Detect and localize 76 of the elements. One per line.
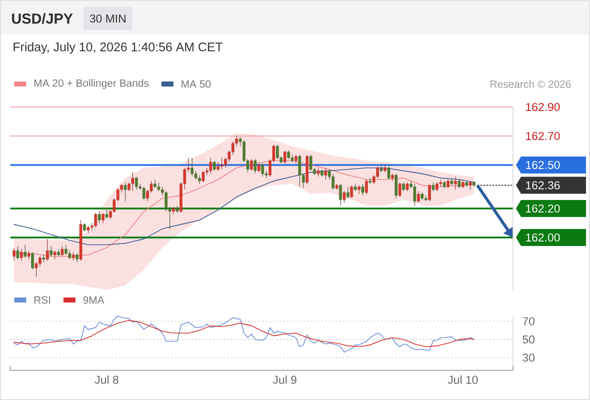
- candlestick: [31, 252, 34, 270]
- candlestick: [16, 246, 20, 260]
- candlestick: [417, 190, 420, 203]
- candlestick: [342, 190, 346, 203]
- candlestick: [391, 173, 394, 182]
- candlestick: [190, 157, 194, 177]
- candlestick: [428, 184, 431, 202]
- legend-label: MA 20 + Bollinger Bands: [34, 79, 149, 89]
- candlestick: [46, 238, 49, 261]
- candlestick: [387, 166, 390, 180]
- candlestick: [346, 186, 350, 199]
- candlestick: [60, 246, 64, 257]
- candlestick: [394, 173, 398, 199]
- x-tick-label: Jul 8: [94, 375, 118, 384]
- y-tick-label: 162.90: [526, 102, 560, 112]
- text: Research © 2026: [490, 80, 571, 88]
- candlestick: [131, 172, 134, 192]
- candlestick: [57, 248, 60, 257]
- candlestick: [38, 256, 42, 267]
- y-tick-label: 70: [522, 317, 534, 326]
- candlestick: [212, 160, 216, 172]
- candlestick: [384, 164, 386, 172]
- candlestick: [220, 157, 224, 170]
- candlestick: [365, 179, 368, 194]
- candlestick: [413, 184, 416, 206]
- candlestick: [124, 182, 127, 202]
- candlestick: [24, 244, 27, 258]
- candlestick: [298, 154, 302, 187]
- candlestick: [232, 142, 234, 156]
- candlestick: [309, 154, 312, 172]
- candlestick: [332, 173, 334, 190]
- candlestick: [324, 168, 328, 180]
- candlestick: [254, 158, 257, 174]
- candlestick: [98, 211, 101, 224]
- y-tick-label: 162.00: [526, 233, 560, 242]
- candlestick: [250, 158, 253, 172]
- candlestick: [20, 248, 23, 261]
- y-tick-label: 162.36: [526, 181, 560, 190]
- text: Friday, July 10, 2026 1:40:56 AM CET: [14, 42, 223, 54]
- y-tick-label: 30: [522, 354, 534, 362]
- candlestick: [172, 206, 175, 215]
- legend-label: RSI: [34, 296, 50, 304]
- line-series: [14, 320, 474, 348]
- candlestick: [339, 184, 342, 206]
- candlestick: [12, 247, 16, 261]
- candlestick: [50, 246, 52, 257]
- legend-label: 9MA: [83, 296, 104, 304]
- candlestick: [361, 184, 364, 196]
- candlestick: [398, 182, 402, 198]
- candlestick: [94, 212, 98, 228]
- candlestick: [209, 157, 212, 174]
- candlestick: [142, 186, 146, 200]
- y-tick-label: 50: [522, 335, 534, 344]
- candlestick: [64, 244, 68, 256]
- candlestick: [135, 176, 138, 190]
- candlestick: [276, 144, 279, 160]
- x-tick-label: Jul 9: [272, 375, 296, 384]
- chart-title: USD/JPY: [12, 13, 73, 24]
- candlestick: [358, 185, 360, 194]
- candlestick: [102, 212, 104, 224]
- chart-subtitle: 30 MIN: [90, 14, 126, 23]
- y-tick-label: 162.20: [526, 204, 560, 213]
- candlestick: [202, 170, 205, 183]
- candlestick: [350, 185, 354, 199]
- candlestick: [154, 179, 156, 188]
- candlestick: [198, 174, 201, 184]
- candlestick: [261, 163, 264, 177]
- candlestick: [283, 150, 286, 164]
- candlestick: [164, 190, 168, 212]
- candlestick: [216, 162, 220, 172]
- legend-label: MA 50: [182, 80, 211, 88]
- x-tick-label: Jul 10: [448, 375, 478, 384]
- y-tick-label: 162.70: [526, 132, 560, 140]
- y-tick-label: 162.50: [526, 160, 560, 170]
- candlestick: [454, 176, 457, 190]
- candlestick: [376, 166, 379, 178]
